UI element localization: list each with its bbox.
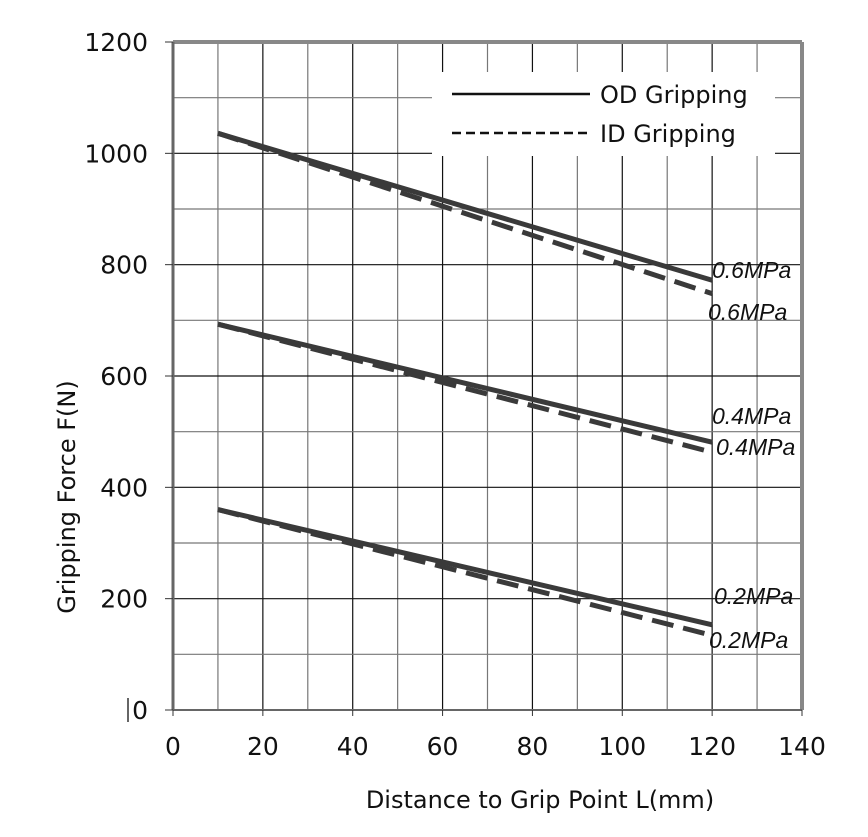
series-pressure-label: 0.6MPa xyxy=(712,257,791,283)
series-pressure-label: 0.6MPa xyxy=(708,299,787,325)
legend-label: ID Gripping xyxy=(600,120,736,148)
series-pressure-label: 0.4MPa xyxy=(712,403,791,429)
y-tick-label: 800 xyxy=(100,251,148,280)
series-pressure-label: 0.4MPa xyxy=(716,434,795,460)
series-pressure-label: 0.2MPa xyxy=(709,627,788,653)
y-tick-label: 1000 xyxy=(84,139,148,168)
x-axis-label: Distance to Grip Point L(mm) xyxy=(366,786,714,814)
series-line-dashed xyxy=(217,507,713,638)
x-tick-label: 100 xyxy=(598,732,646,761)
series-line-dashed xyxy=(217,321,713,455)
y-tick-label: 600 xyxy=(100,362,148,391)
x-tick-label: 60 xyxy=(427,732,459,761)
series-line-dashed xyxy=(217,130,713,296)
y-tick-label: 1200 xyxy=(84,28,148,57)
x-tick-label: 0 xyxy=(165,732,181,761)
series-pressure-label: 0.2MPa xyxy=(714,583,793,609)
legend-label: OD Gripping xyxy=(600,81,748,109)
x-tick-label: 120 xyxy=(688,732,736,761)
y-axis-label: Gripping Force F(N) xyxy=(53,380,81,613)
y-tick-label: 200 xyxy=(100,585,148,614)
x-tick-label: 40 xyxy=(337,732,369,761)
y-tick-label: 400 xyxy=(100,473,148,502)
x-tick-label: 20 xyxy=(247,732,279,761)
x-tick-label: 140 xyxy=(778,732,826,761)
legend-box xyxy=(432,72,775,156)
y-tick-label: 0 xyxy=(132,696,148,725)
x-tick-label: 80 xyxy=(517,732,549,761)
